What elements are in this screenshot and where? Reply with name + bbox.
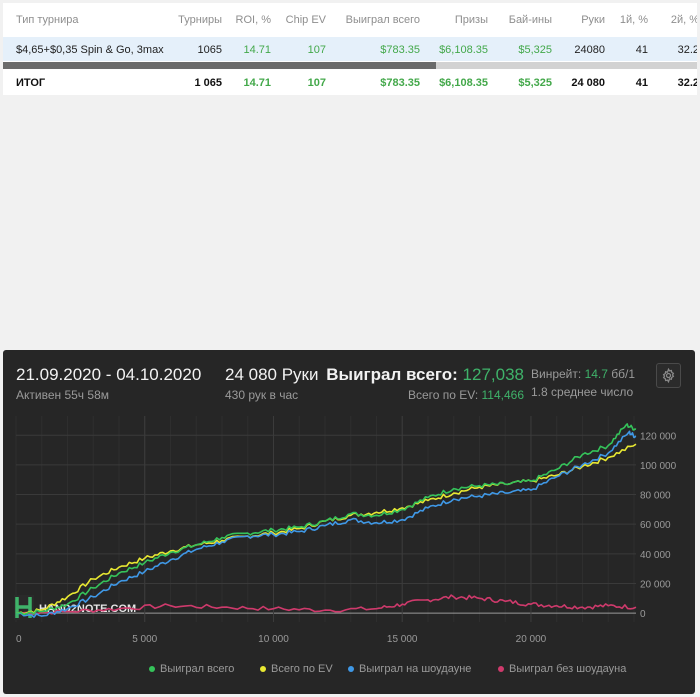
total-label: ИТОГ (16, 77, 46, 89)
header-roi[interactable]: ROI, % (235, 14, 271, 26)
cell-won-total: $783.35 (380, 44, 420, 56)
header-second-place-pct[interactable]: 2й, % (670, 14, 697, 26)
won-total-label: Выиграл всего: (326, 365, 458, 384)
legend-label-showdown: Выиграл на шоудауне (359, 663, 472, 675)
chart-series (15, 423, 637, 618)
total-prizes: $6,108.35 (439, 77, 488, 89)
profit-graph-panel: 21.09.2020 - 04.10.2020 Активен 55ч 58м … (3, 350, 695, 694)
legend-item-showdown[interactable]: Выиграл на шоудауне (348, 663, 471, 675)
legend-label-ev: Всего по EV (271, 663, 333, 675)
legend-dot-ev (260, 666, 266, 672)
header-hands[interactable]: Руки (581, 14, 605, 26)
total-first-place-pct: 41 (635, 77, 648, 89)
won-total-value: 127,038 (462, 365, 524, 384)
winrate-value: 14.7 (584, 367, 608, 381)
y-tick-label: 40 000 (640, 550, 671, 561)
header-buyins[interactable]: Бай-ины (508, 14, 552, 26)
winrate-label: Винрейт: (531, 367, 582, 381)
y-tick-label: 0 (640, 609, 646, 620)
header-tournament-type[interactable]: Тип турнира (16, 14, 79, 26)
cell-buyins: $5,325 (518, 44, 552, 56)
cell-hands: 24080 (574, 44, 605, 56)
x-tick-label: 5 000 (132, 634, 157, 645)
ev-total-value: 114,466 (481, 388, 525, 402)
y-tick-label: 60 000 (640, 520, 671, 531)
total-tournaments: 1 065 (194, 77, 222, 89)
y-tick-label: 120 000 (640, 431, 677, 442)
hands-per-hour: 430 рук в час (225, 388, 299, 402)
header-chip-ev[interactable]: Chip EV (285, 14, 326, 26)
graph-settings-button[interactable] (656, 363, 681, 388)
hands-count: 24 080 Руки (225, 365, 319, 384)
legend-dot-showdown (348, 666, 354, 672)
total-buyins: $5,325 (518, 77, 552, 89)
cell-tournament-type: $4,65+$0,35 Spin & Go, 3max (16, 44, 164, 56)
chart-axis-ticks: 0 20 000 40 000 60 000 80 000 100 000 120 000 0… (16, 431, 677, 645)
winrate-unit: бб/1 (611, 367, 636, 381)
y-tick-label: 80 000 (640, 491, 671, 502)
table-total-row: ИТОГ 1 065 14.71 107 $783.35 $6,108.35 $… (3, 71, 697, 93)
horizontal-scrollbar-thumb[interactable] (3, 62, 436, 69)
legend-dot-non-showdown (498, 666, 504, 672)
cell-prizes: $6,108.35 (439, 44, 488, 56)
table-row[interactable]: $4,65+$0,35 Spin & Go, 3max 1065 14.71 1… (3, 37, 697, 61)
series-line-showdown (15, 430, 637, 618)
legend-item-ev[interactable]: Всего по EV (260, 663, 333, 675)
total-hands: 24 080 (571, 77, 605, 89)
header-won-total[interactable]: Выиграл всего (345, 14, 420, 26)
legend-item-non-showdown[interactable]: Выиграл без шоудауна (498, 663, 626, 675)
header-prizes[interactable]: Призы (454, 14, 488, 26)
series-line-non-showdown (15, 594, 637, 616)
cell-tournaments: 1065 (197, 44, 222, 56)
total-roi: 14.71 (243, 77, 271, 89)
legend-item-won-total[interactable]: Выиграл всего (149, 663, 234, 675)
y-tick-label: 20 000 (640, 579, 671, 590)
header-tournaments[interactable]: Турниры (178, 14, 222, 26)
avg-number: 1.8 среднее число (531, 385, 634, 399)
active-time: Активен 55ч 58м (16, 388, 109, 402)
gear-icon (662, 368, 675, 383)
header-first-place-pct[interactable]: 1й, % (619, 14, 648, 26)
cell-first-place-pct: 41 (635, 44, 648, 56)
winrate-summary: Винрейт: 14.7 бб/1 (531, 367, 641, 381)
ev-total-summary: Всего по EV: 114,466 (408, 388, 524, 402)
legend-label-non-showdown: Выиграл без шоудауна (509, 663, 627, 675)
legend-label-won-total: Выиграл всего (160, 663, 235, 675)
x-tick-label: 15 000 (387, 634, 418, 645)
ev-total-label: Всего по EV: (407, 388, 479, 402)
x-tick-label: 0 (16, 634, 22, 645)
x-tick-label: 20 000 (516, 634, 547, 645)
total-chip-ev: 107 (307, 77, 326, 89)
total-second-place-pct: 32.2 (677, 77, 697, 89)
tournament-stats-table: Тип турнира Турниры ROI, % Chip EV Выигр… (3, 3, 697, 95)
cell-second-place-pct: 32.2 (677, 44, 697, 56)
series-line-won-total (15, 423, 637, 616)
chart-grid (15, 416, 636, 622)
legend-dot-won-total (149, 666, 155, 672)
total-won-total: $783.35 (380, 77, 420, 89)
x-tick-label: 10 000 (258, 634, 289, 645)
horizontal-scrollbar-track[interactable] (436, 62, 697, 69)
won-total-summary: Выиграл всего: 127,038 (326, 365, 524, 385)
table-header-row: Тип турнира Турниры ROI, % Chip EV Выигр… (3, 3, 697, 35)
date-range: 21.09.2020 - 04.10.2020 (16, 365, 202, 384)
cell-chip-ev: 107 (307, 44, 326, 56)
y-tick-label: 100 000 (640, 461, 677, 472)
cell-roi: 14.71 (243, 44, 271, 56)
